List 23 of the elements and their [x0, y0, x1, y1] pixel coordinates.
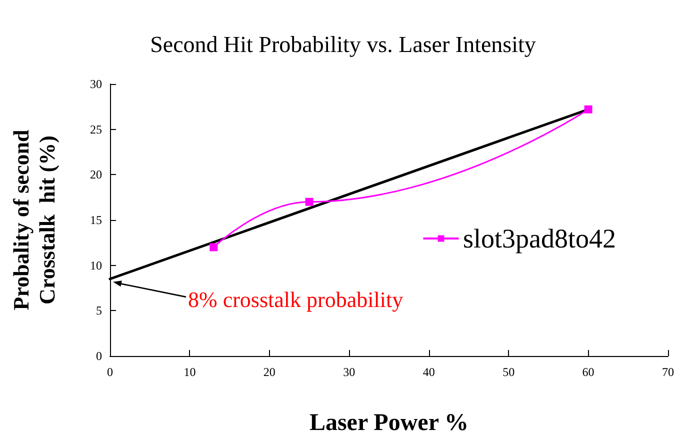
y-tick-label: 10	[90, 258, 102, 272]
x-tick-label: 50	[502, 365, 515, 379]
point	[210, 243, 218, 252]
legend-label: slot3pad8to42	[463, 224, 616, 254]
y-tick-label: 20	[90, 168, 102, 182]
y-axis-title: Probality of second Crosstalk hit (%)	[8, 130, 60, 310]
x-tick-label: 20	[263, 365, 276, 379]
x-tick-label: 30	[343, 365, 356, 379]
y-tick-label: 30	[90, 77, 102, 91]
y-tick-label: 5	[96, 304, 102, 318]
x-tick-label: 70	[662, 365, 674, 379]
x-tick-label: 10	[184, 365, 196, 379]
y-tick-label: 0	[96, 349, 102, 363]
y-tick-label: 25	[90, 122, 102, 136]
y-tick-label: 15	[90, 213, 102, 227]
x-tick-label: 0	[107, 365, 113, 379]
x-tick-label: 60	[582, 365, 594, 379]
x-tick-label: 40	[422, 365, 435, 379]
point	[584, 105, 592, 114]
annotation: 8% crosstalk probability	[188, 286, 404, 313]
point	[305, 198, 314, 206]
chart-title: Second Hit Probability vs. Laser Intensity	[150, 32, 536, 57]
x-axis-title: Laser Power %	[309, 410, 469, 436]
